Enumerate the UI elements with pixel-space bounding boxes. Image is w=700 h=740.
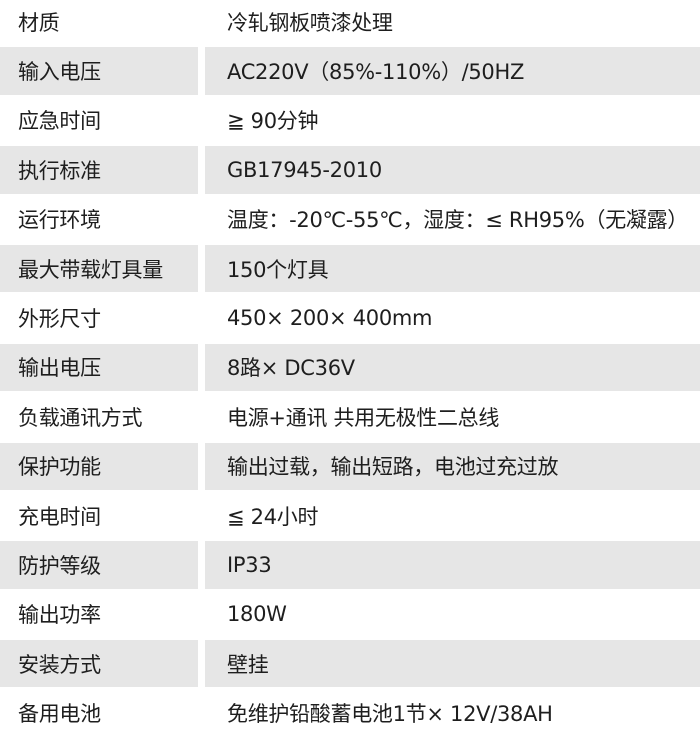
spec-value: IP33 bbox=[205, 541, 700, 589]
spec-value: 150个灯具 bbox=[205, 244, 700, 293]
spec-row: 充电时间 ≦ 24小时 bbox=[0, 491, 700, 540]
spec-label: 备用电池 bbox=[18, 702, 101, 727]
spec-label: 最大带载灯具量 bbox=[0, 244, 198, 293]
spec-row: 防护等级 IP33 bbox=[0, 540, 700, 589]
spec-label: 执行标准 bbox=[0, 146, 198, 194]
spec-label: 输入电压 bbox=[0, 47, 198, 95]
spec-value: 壁挂 bbox=[205, 640, 700, 688]
spec-value: 450× 200× 400mm bbox=[227, 306, 433, 331]
spec-row: 安装方式 壁挂 bbox=[0, 639, 700, 688]
spec-value: ≧ 90分钟 bbox=[227, 109, 319, 134]
spec-label: 材质 bbox=[18, 10, 60, 35]
spec-row: 材质 冷轧钢板喷漆处理 bbox=[0, 0, 700, 46]
spec-value: 温度：-20℃-55℃，湿度：≤ RH95%（无凝露） bbox=[227, 208, 688, 233]
spec-row: 输入电压 AC220V（85%-110%）/50HZ bbox=[0, 46, 700, 95]
spec-label: 防护等级 bbox=[0, 541, 198, 589]
spec-row: 运行环境 温度：-20℃-55℃，湿度：≤ RH95%（无凝露） bbox=[0, 195, 700, 244]
spec-value: 180W bbox=[227, 602, 287, 627]
spec-label: 充电时间 bbox=[18, 504, 101, 529]
spec-value: 8路× DC36V bbox=[205, 343, 700, 392]
spec-label: 输出功率 bbox=[18, 603, 101, 628]
spec-row: 最大带载灯具量 150个灯具 bbox=[0, 244, 700, 293]
spec-row: 输出电压 8路× DC36V bbox=[0, 343, 700, 392]
spec-label: 负载通讯方式 bbox=[18, 405, 143, 430]
spec-value: 输出过载，输出短路，电池过充过放 bbox=[205, 442, 700, 490]
spec-row: 应急时间 ≧ 90分钟 bbox=[0, 96, 700, 145]
spec-value: 电源+通讯 共用无极性二总线 bbox=[227, 405, 500, 430]
spec-value: 冷轧钢板喷漆处理 bbox=[227, 10, 393, 35]
spec-row: 外形尺寸 450× 200× 400mm bbox=[0, 293, 700, 342]
spec-row: 负载通讯方式 电源+通讯 共用无极性二总线 bbox=[0, 392, 700, 441]
spec-label: 输出电压 bbox=[0, 343, 198, 392]
spec-label: 安装方式 bbox=[0, 640, 198, 688]
spec-value: ≦ 24小时 bbox=[227, 504, 319, 529]
spec-label: 应急时间 bbox=[18, 109, 101, 134]
spec-value: 免维护铅酸蓄电池1节× 12V/38AH bbox=[227, 702, 553, 727]
spec-row: 输出功率 180W bbox=[0, 590, 700, 639]
spec-value: GB17945-2010 bbox=[205, 146, 700, 194]
spec-label: 外形尺寸 bbox=[18, 307, 101, 332]
spec-row: 备用电池 免维护铅酸蓄电池1节× 12V/38AH bbox=[0, 688, 700, 737]
spec-value: AC220V（85%-110%）/50HZ bbox=[205, 47, 700, 95]
spec-row: 执行标准 GB17945-2010 bbox=[0, 145, 700, 194]
spec-label: 保护功能 bbox=[0, 442, 198, 490]
spec-label: 运行环境 bbox=[18, 208, 101, 233]
spec-row: 保护功能 输出过载，输出短路，电池过充过放 bbox=[0, 442, 700, 491]
